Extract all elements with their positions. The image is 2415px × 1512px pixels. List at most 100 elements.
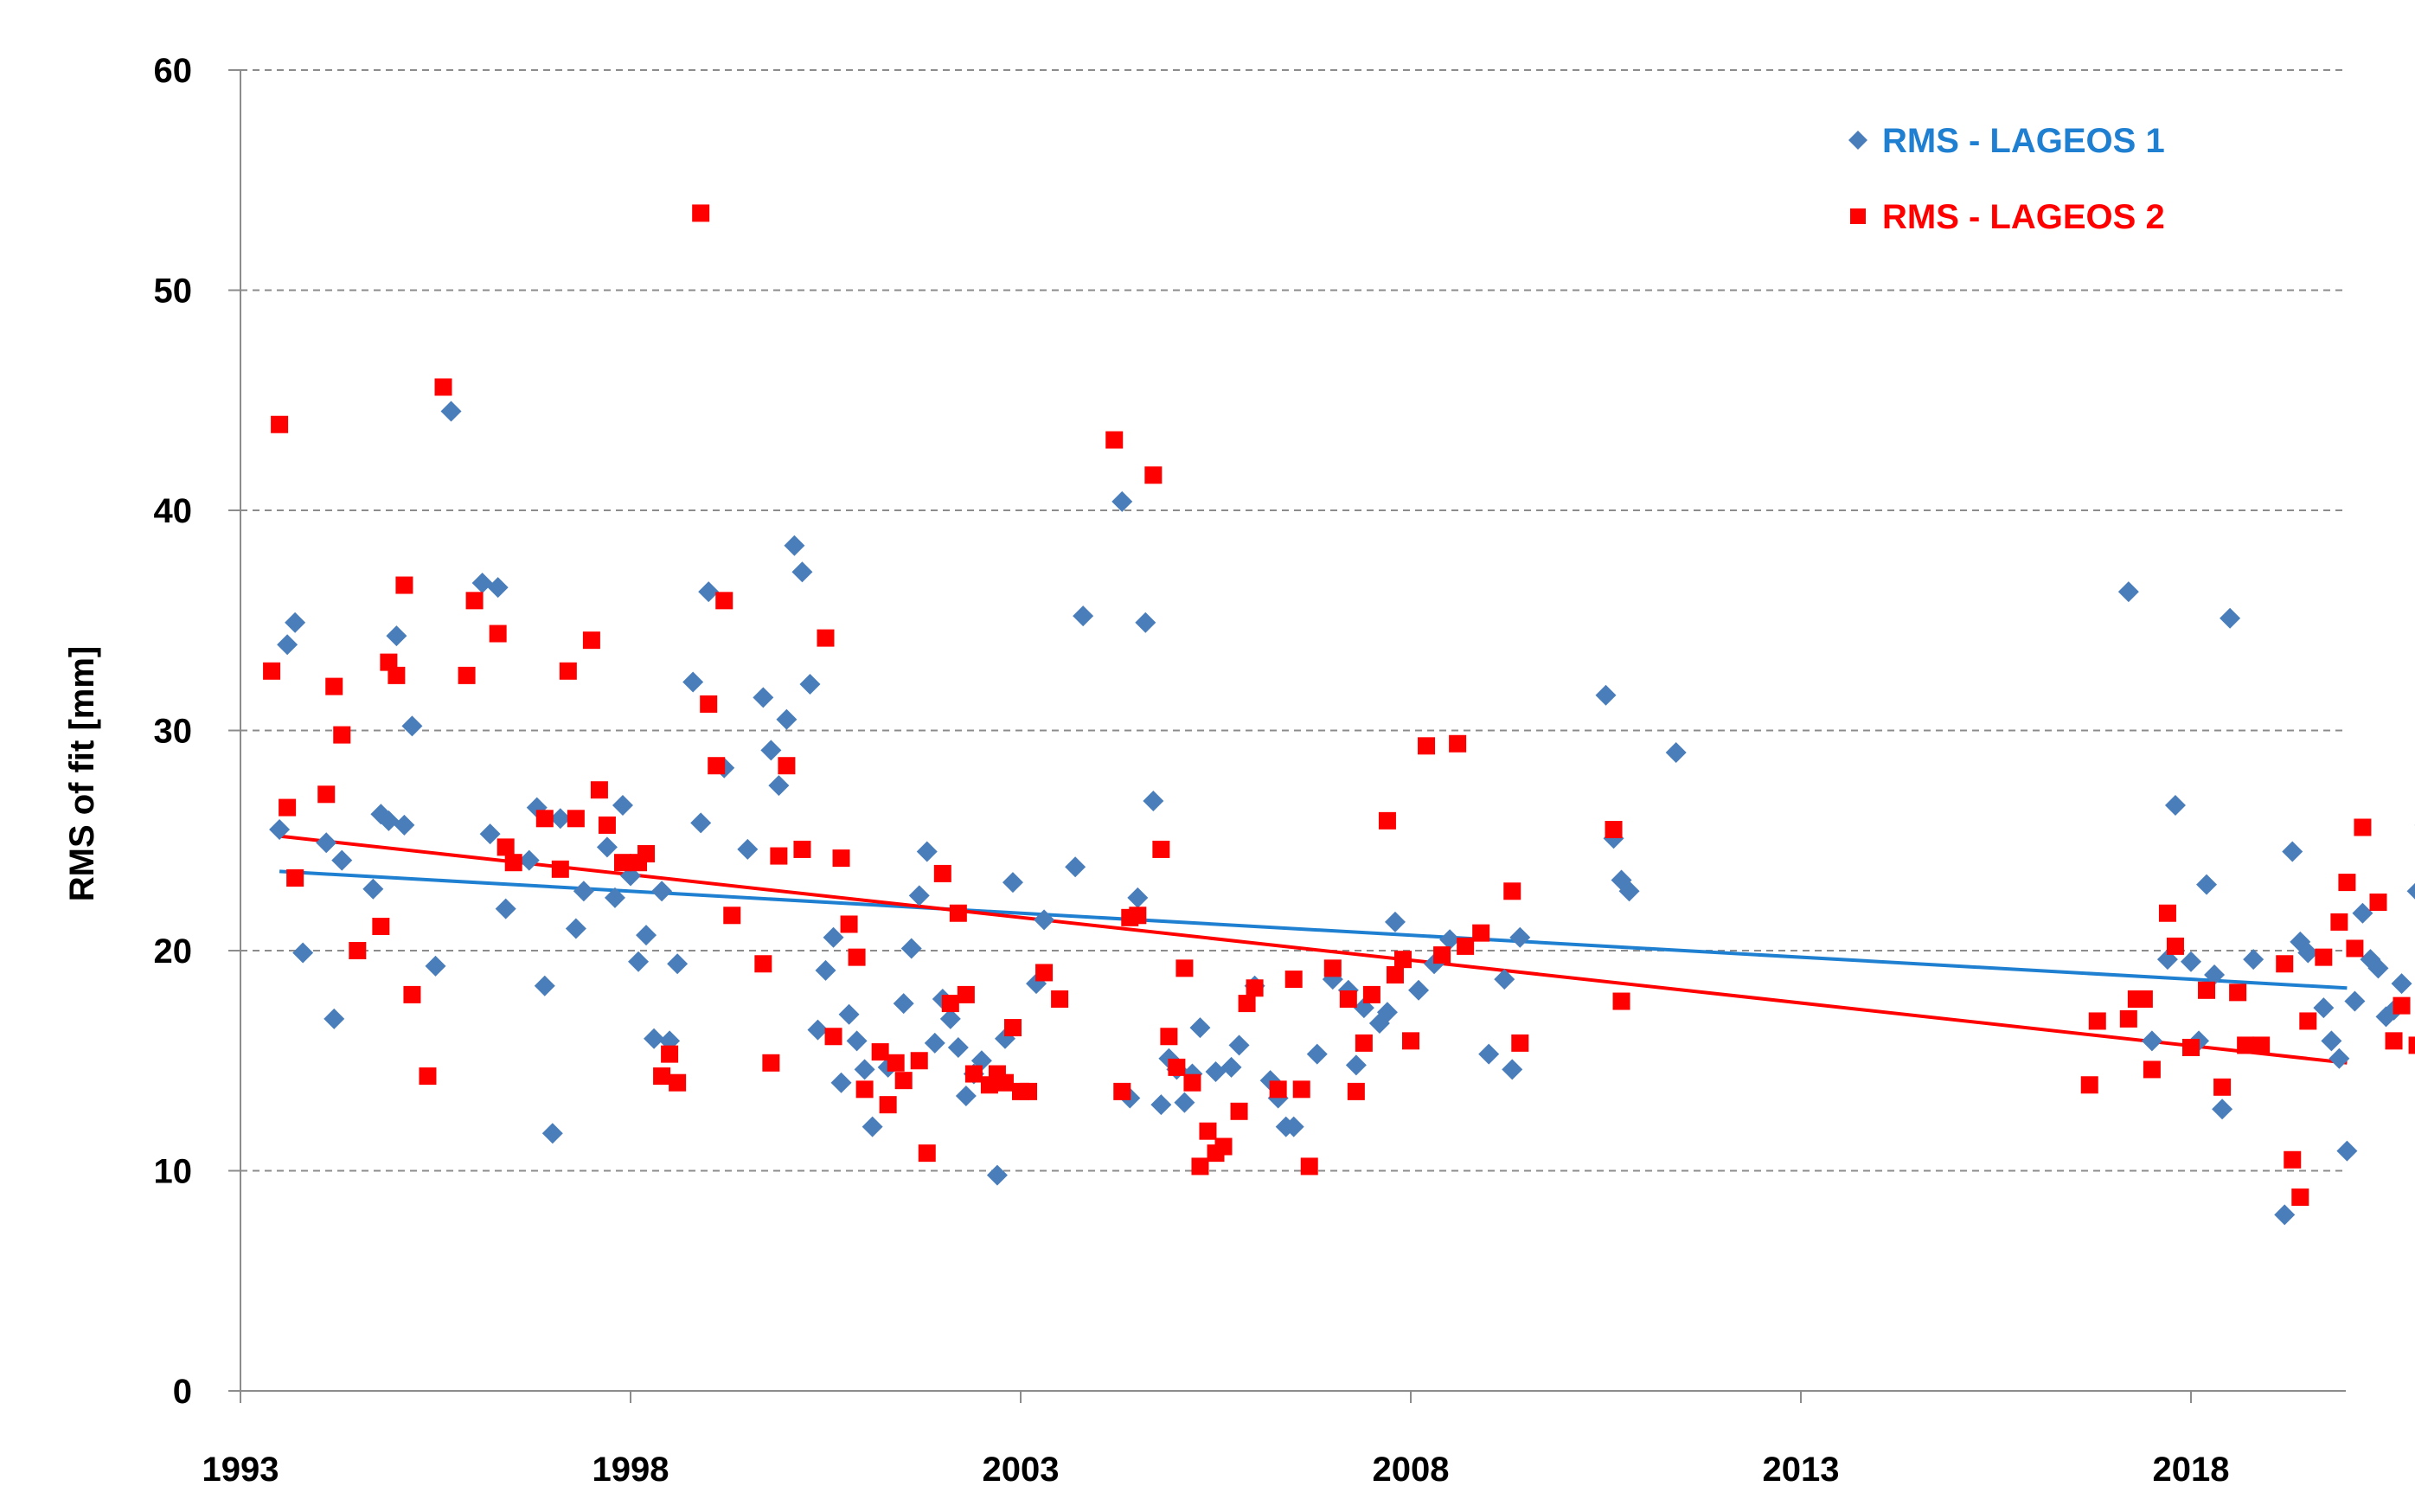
data-point-diamond <box>862 1116 883 1137</box>
data-point-diamond <box>916 841 938 862</box>
data-point-diamond <box>285 612 306 633</box>
data-point-diamond <box>277 634 298 656</box>
data-point-diamond <box>1618 881 1640 902</box>
data-point-diamond <box>1205 1060 1227 1082</box>
data-point-diamond <box>2220 607 2241 629</box>
data-point-diamond <box>1189 1017 1211 1039</box>
data-point-square <box>1246 979 1264 997</box>
data-point-diamond <box>1150 1094 1172 1116</box>
data-point-square <box>1020 1082 1038 1100</box>
series-1-points <box>269 400 2415 1226</box>
data-point-square <box>1323 959 1342 977</box>
data-point-diamond <box>2367 958 2389 979</box>
data-point-square <box>2135 990 2153 1008</box>
data-point-square <box>871 1043 889 1061</box>
data-point-diamond <box>1034 909 1055 931</box>
data-point-square <box>598 816 616 834</box>
data-point-square <box>496 838 515 856</box>
data-point-square <box>504 854 522 872</box>
data-point-square <box>582 631 600 650</box>
legend-marker-diamond <box>1848 131 1867 150</box>
data-point-diamond <box>394 814 415 836</box>
data-point-diamond <box>1283 1116 1304 1137</box>
data-point-square <box>1191 1157 1209 1176</box>
data-point-square <box>1269 1080 1287 1099</box>
data-point-square <box>1113 1082 1131 1100</box>
data-point-diamond <box>2243 949 2264 971</box>
data-point-diamond <box>2406 882 2415 900</box>
data-point-square <box>1511 1034 1529 1052</box>
data-point-diamond <box>768 775 790 797</box>
data-point-diamond <box>838 1003 860 1025</box>
data-point-square <box>2143 1060 2161 1079</box>
data-point-square <box>824 1028 842 1046</box>
data-point-square <box>910 1052 928 1070</box>
data-point-square <box>661 1045 679 1063</box>
data-point-diamond <box>2212 1099 2233 1120</box>
data-point-square <box>2237 1036 2255 1054</box>
data-point-diamond <box>667 953 689 975</box>
data-point-diamond <box>425 955 446 977</box>
data-point-diamond <box>893 993 914 1015</box>
data-point-square <box>2299 1012 2317 1030</box>
data-point-diamond <box>636 925 657 946</box>
data-point-square <box>637 845 656 863</box>
data-point-square <box>715 592 733 610</box>
data-point-square <box>1160 1028 1178 1046</box>
data-point-diamond <box>924 1032 945 1054</box>
data-point-square <box>1003 1019 1022 1037</box>
data-point-square <box>1339 990 1357 1008</box>
data-point-diamond <box>1174 1092 1195 1113</box>
x-tick-label: 2003 <box>983 1451 1060 1489</box>
data-point-diamond <box>807 1019 829 1041</box>
y-tick-label: 50 <box>154 272 193 311</box>
data-point-square <box>317 785 336 804</box>
data-point-square <box>1105 431 1124 449</box>
data-point-diamond <box>2204 964 2226 985</box>
data-point-diamond <box>604 887 625 908</box>
data-point-diamond <box>1111 490 1133 512</box>
data-point-square <box>1292 1080 1310 1099</box>
data-point-square <box>1238 995 1256 1013</box>
data-point-diamond <box>549 808 571 830</box>
axes <box>228 69 2346 1403</box>
data-point-square <box>380 653 398 671</box>
data-point-diamond <box>698 581 720 603</box>
data-point-diamond <box>986 1164 1008 1186</box>
data-point-square <box>1183 1073 1201 1092</box>
data-point-square <box>1605 821 1623 839</box>
data-point-diamond <box>362 878 384 900</box>
data-point-square <box>1230 1102 1248 1120</box>
data-point-square <box>692 204 710 222</box>
data-point-square <box>2330 913 2348 931</box>
data-point-diamond <box>947 1036 969 1058</box>
data-point-square <box>941 995 959 1013</box>
data-point-square <box>949 904 967 922</box>
data-point-square <box>567 810 585 828</box>
data-point-diamond <box>2164 795 2186 817</box>
data-point-square <box>419 1067 437 1086</box>
data-point-square <box>325 677 343 695</box>
data-point-square <box>1175 959 1194 977</box>
data-point-diamond <box>1478 1043 1500 1065</box>
data-point-square <box>590 781 608 799</box>
data-point-diamond <box>628 951 650 972</box>
data-point-square <box>1612 992 1630 1010</box>
data-point-diamond <box>955 1085 977 1106</box>
y-tick-label: 30 <box>154 713 193 751</box>
data-point-square <box>2385 1032 2403 1050</box>
data-point-square <box>613 854 631 872</box>
data-point-diamond <box>612 795 633 817</box>
data-point-square <box>1355 1034 1373 1052</box>
data-point-square <box>2338 874 2356 892</box>
data-point-square <box>957 985 975 1003</box>
data-point-diamond <box>1220 1056 1242 1078</box>
data-point-square <box>286 869 304 887</box>
trendlines <box>279 834 2348 1065</box>
data-point-diamond <box>776 708 798 730</box>
data-point-square <box>1300 1157 1318 1176</box>
data-point-diamond <box>690 812 712 834</box>
x-tick-label: 2013 <box>1763 1451 1840 1489</box>
data-point-diamond <box>1127 887 1149 908</box>
data-point-square <box>2284 1150 2302 1169</box>
